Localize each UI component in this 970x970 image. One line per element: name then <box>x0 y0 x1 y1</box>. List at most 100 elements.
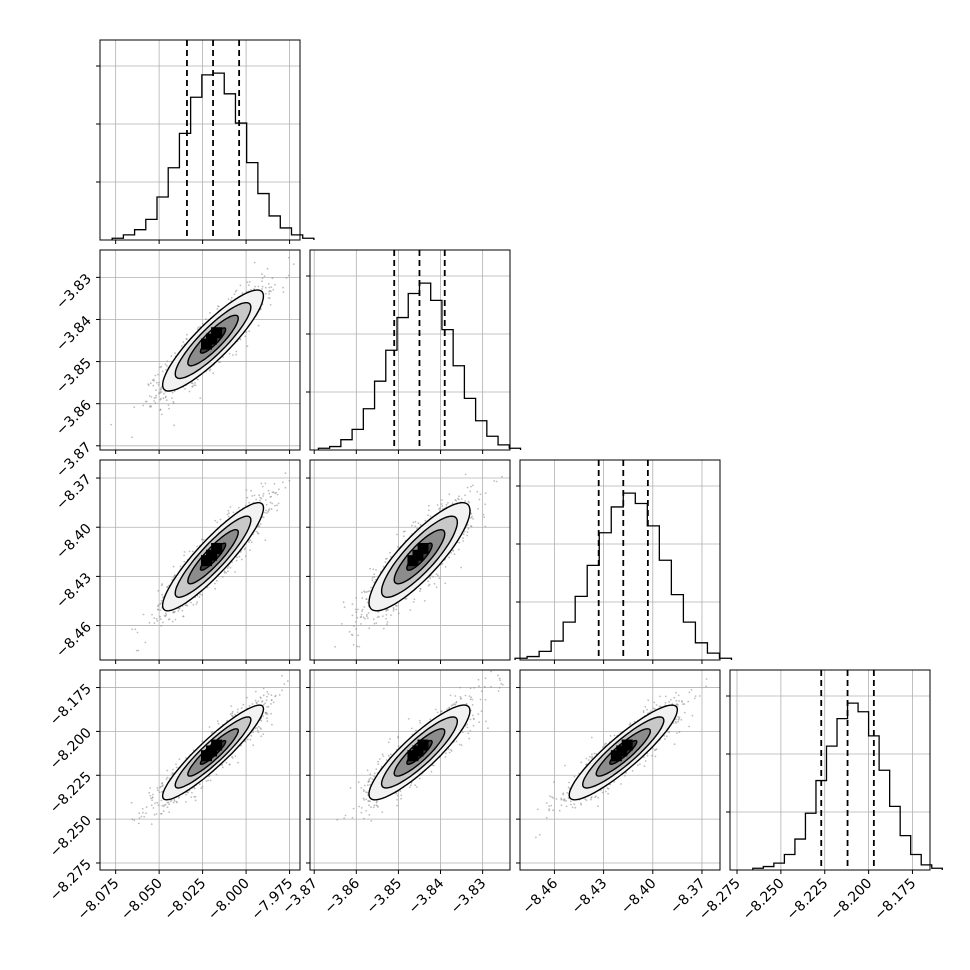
sample-point <box>637 764 639 767</box>
sample-point <box>209 779 212 782</box>
sample-point <box>272 288 275 291</box>
sample-point <box>150 797 152 800</box>
sample-point <box>198 783 201 786</box>
sample-point <box>246 345 249 348</box>
sample-point <box>357 608 359 611</box>
sample-point <box>137 649 140 652</box>
sample-point <box>223 570 226 573</box>
sample-point <box>234 571 237 573</box>
sample-point <box>219 361 221 364</box>
sample-point <box>267 510 270 513</box>
sample-point <box>460 566 463 569</box>
sample-point <box>375 768 378 770</box>
sample-point <box>389 738 391 740</box>
sample-point <box>367 612 370 614</box>
sample-point <box>267 282 270 285</box>
sample-point <box>151 796 154 799</box>
sample-point <box>159 389 162 391</box>
sample-point <box>199 593 202 596</box>
sample-point <box>412 601 415 603</box>
sample-point <box>400 794 403 797</box>
sample-point <box>659 695 661 698</box>
sample-point <box>469 718 472 721</box>
sample-point <box>678 700 680 702</box>
sample-point <box>148 791 151 794</box>
sample-point <box>196 378 199 381</box>
sample-point <box>270 694 273 696</box>
sample-point <box>155 813 158 815</box>
sample-point <box>375 804 378 807</box>
sample-point <box>130 801 133 804</box>
sample-point <box>162 810 165 813</box>
sample-point <box>467 500 470 503</box>
sample-point <box>256 727 258 729</box>
sample-point <box>558 809 561 812</box>
sample-point <box>652 707 655 710</box>
sample-point <box>625 772 627 774</box>
sample-point <box>590 796 593 798</box>
sample-point <box>266 720 269 723</box>
sample-point <box>208 726 211 728</box>
sample-point <box>385 759 388 761</box>
sample-point <box>217 361 220 363</box>
sample-point <box>265 512 268 514</box>
sample-point <box>267 693 270 695</box>
sample-point <box>570 800 572 803</box>
sample-point <box>214 582 216 585</box>
sample-point <box>149 382 152 385</box>
sample-point <box>191 382 194 385</box>
sample-point <box>217 305 219 307</box>
sample-point <box>355 611 358 614</box>
sample-point <box>538 833 541 836</box>
sample-point <box>454 499 457 501</box>
sample-point <box>484 677 487 680</box>
sample-point <box>366 784 369 787</box>
sample-point <box>153 379 156 382</box>
sample-point <box>412 521 415 524</box>
sample-point <box>458 498 460 501</box>
sample-point <box>223 571 226 574</box>
sample-point <box>221 766 224 769</box>
sample-point <box>668 701 670 703</box>
sample-point <box>159 609 162 611</box>
sample-point <box>230 705 233 707</box>
sample-point <box>182 341 185 343</box>
sample-point <box>175 800 178 803</box>
sample-point <box>231 712 234 715</box>
sample-point <box>259 496 262 499</box>
sample-point <box>153 813 156 816</box>
sample-point <box>157 373 160 376</box>
sample-point <box>396 794 399 797</box>
sample-point <box>371 778 374 781</box>
sample-point <box>453 703 456 705</box>
sample-point <box>141 808 144 810</box>
sample-point <box>352 807 355 810</box>
sample-point <box>155 381 158 384</box>
sample-point <box>545 802 548 804</box>
sample-point <box>457 548 460 551</box>
sample-point <box>261 288 263 290</box>
sample-point <box>484 503 487 506</box>
sample-point <box>643 756 645 759</box>
sample-point <box>620 783 622 785</box>
sample-point <box>183 554 186 557</box>
y-tick-label: −8.40 <box>53 521 95 563</box>
sample-point <box>216 521 219 524</box>
sample-point <box>288 479 291 482</box>
sample-point <box>340 623 343 625</box>
sample-point <box>684 711 686 714</box>
sample-point <box>194 382 196 384</box>
sample-point <box>429 515 432 518</box>
sample-point <box>607 792 609 795</box>
sample-point <box>267 509 270 512</box>
sample-point <box>276 504 278 507</box>
sample-point <box>160 413 163 416</box>
sample-point <box>369 773 372 776</box>
sample-point <box>399 790 402 793</box>
sample-point <box>155 617 158 620</box>
sample-point <box>157 589 160 592</box>
density-core <box>417 542 429 554</box>
sample-point <box>484 492 487 494</box>
sample-point <box>276 509 278 512</box>
sample-point <box>221 576 224 578</box>
